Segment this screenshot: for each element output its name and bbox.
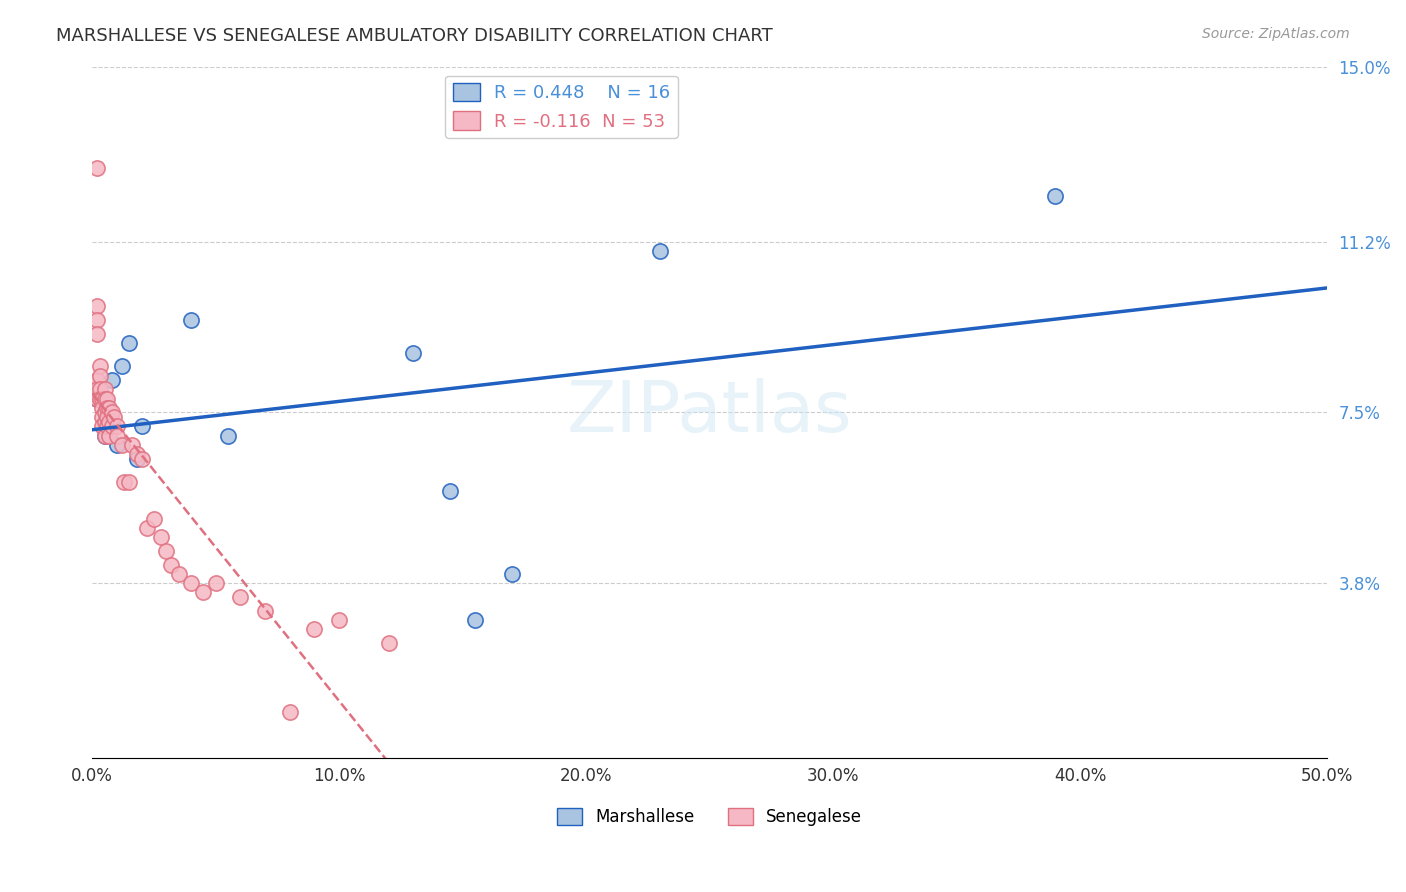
Point <box>111 359 134 374</box>
Point <box>98 428 121 442</box>
Point <box>98 401 121 415</box>
Point <box>125 447 148 461</box>
Point <box>135 521 157 535</box>
Point <box>89 359 111 374</box>
Point <box>89 392 111 406</box>
Point <box>125 451 148 466</box>
Point <box>89 383 111 397</box>
Point <box>91 410 114 425</box>
Point <box>101 419 124 434</box>
Point <box>118 475 141 489</box>
Point <box>121 438 143 452</box>
Point <box>96 419 118 434</box>
Text: ZIPatlas: ZIPatlas <box>567 378 852 447</box>
Point <box>328 613 350 627</box>
Point <box>98 415 121 429</box>
Point <box>91 392 114 406</box>
Point <box>180 313 202 327</box>
Point <box>93 405 115 419</box>
Point <box>93 405 115 419</box>
Legend: Marshallese, Senegalese: Marshallese, Senegalese <box>550 802 869 833</box>
Point <box>89 368 111 383</box>
Point <box>131 419 153 434</box>
Point <box>93 392 115 406</box>
Point <box>464 613 486 627</box>
Point <box>155 543 177 558</box>
Point <box>93 428 115 442</box>
Point <box>101 405 124 419</box>
Point <box>105 438 128 452</box>
Point <box>86 327 108 342</box>
Point <box>304 622 326 636</box>
Point <box>86 392 108 406</box>
Point <box>86 373 108 387</box>
Point <box>91 401 114 415</box>
Point <box>93 415 115 429</box>
Point <box>112 475 135 489</box>
Point <box>142 511 165 525</box>
Text: Source: ZipAtlas.com: Source: ZipAtlas.com <box>1202 27 1350 41</box>
Point <box>193 585 215 599</box>
Point <box>254 604 277 618</box>
Point <box>86 392 108 406</box>
Text: MARSHALLESE VS SENEGALESE AMBULATORY DISABILITY CORRELATION CHART: MARSHALLESE VS SENEGALESE AMBULATORY DIS… <box>56 27 773 45</box>
Point <box>105 428 128 442</box>
Point <box>131 451 153 466</box>
Point <box>96 410 118 425</box>
Point <box>91 419 114 434</box>
Point <box>150 530 173 544</box>
Point <box>103 410 125 425</box>
Point <box>377 636 399 650</box>
Point <box>501 566 523 581</box>
Point <box>93 428 115 442</box>
Point <box>86 299 108 313</box>
Point <box>111 438 134 452</box>
Point <box>650 244 672 258</box>
Point <box>204 576 226 591</box>
Point <box>160 558 183 572</box>
Point <box>86 383 108 397</box>
Point <box>167 566 190 581</box>
Point <box>93 383 115 397</box>
Point <box>86 161 108 175</box>
Point <box>86 313 108 327</box>
Point <box>278 705 301 719</box>
Point <box>118 336 141 351</box>
Point <box>217 428 239 442</box>
Point <box>96 392 118 406</box>
Point <box>180 576 202 591</box>
Point <box>96 401 118 415</box>
Point <box>101 373 124 387</box>
Point <box>229 590 252 604</box>
Point <box>402 345 425 359</box>
Point <box>105 419 128 434</box>
Point <box>1045 188 1067 202</box>
Point <box>439 483 461 498</box>
